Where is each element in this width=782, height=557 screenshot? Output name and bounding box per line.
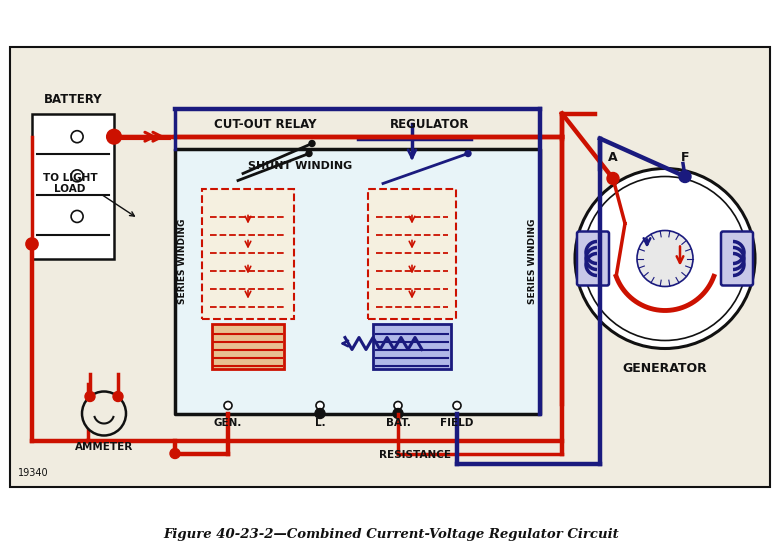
Text: SHUNT WINDING: SHUNT WINDING xyxy=(248,160,352,170)
Text: 19340: 19340 xyxy=(18,468,48,478)
Circle shape xyxy=(107,130,121,144)
Circle shape xyxy=(224,402,232,409)
Text: A: A xyxy=(608,150,618,164)
Circle shape xyxy=(71,211,83,222)
Text: CUT-OUT RELAY: CUT-OUT RELAY xyxy=(213,118,316,130)
Text: AMMETER: AMMETER xyxy=(75,442,133,452)
Text: GENERATOR: GENERATOR xyxy=(622,363,708,375)
Text: REGULATOR: REGULATOR xyxy=(390,118,470,130)
Circle shape xyxy=(71,170,83,182)
Circle shape xyxy=(394,402,402,409)
Circle shape xyxy=(85,392,95,402)
Circle shape xyxy=(316,402,324,409)
Circle shape xyxy=(315,408,325,418)
Bar xyxy=(373,324,451,369)
Bar xyxy=(212,324,284,369)
Circle shape xyxy=(575,169,755,349)
Text: F: F xyxy=(681,150,689,164)
Text: Figure 40-23-2—Combined Current-Voltage Regulator Circuit: Figure 40-23-2—Combined Current-Voltage … xyxy=(163,529,619,541)
Circle shape xyxy=(465,150,471,157)
Circle shape xyxy=(113,392,123,402)
Text: TO LIGHT
LOAD: TO LIGHT LOAD xyxy=(43,173,97,194)
Circle shape xyxy=(71,131,83,143)
Circle shape xyxy=(679,170,691,183)
Bar xyxy=(175,149,540,413)
Circle shape xyxy=(309,140,315,146)
Circle shape xyxy=(637,231,693,286)
Circle shape xyxy=(26,238,38,250)
FancyBboxPatch shape xyxy=(577,232,609,286)
Circle shape xyxy=(583,177,747,340)
Circle shape xyxy=(453,402,461,409)
Bar xyxy=(10,46,770,486)
Circle shape xyxy=(393,408,403,418)
Text: SERIES WINDING: SERIES WINDING xyxy=(178,218,188,304)
Text: GEN.: GEN. xyxy=(213,418,242,428)
Text: RESISTANCE: RESISTANCE xyxy=(379,451,451,461)
Text: FIELD: FIELD xyxy=(440,418,474,428)
Text: BATTERY: BATTERY xyxy=(44,92,102,105)
Bar xyxy=(202,188,294,319)
Circle shape xyxy=(607,173,619,184)
Circle shape xyxy=(170,448,180,458)
Circle shape xyxy=(306,150,312,157)
Text: BAT.: BAT. xyxy=(386,418,411,428)
Text: L.: L. xyxy=(314,418,325,428)
FancyBboxPatch shape xyxy=(721,232,753,286)
Bar xyxy=(32,114,114,258)
Bar xyxy=(368,188,456,319)
Text: SERIES WINDING: SERIES WINDING xyxy=(529,218,537,304)
Circle shape xyxy=(82,392,126,436)
